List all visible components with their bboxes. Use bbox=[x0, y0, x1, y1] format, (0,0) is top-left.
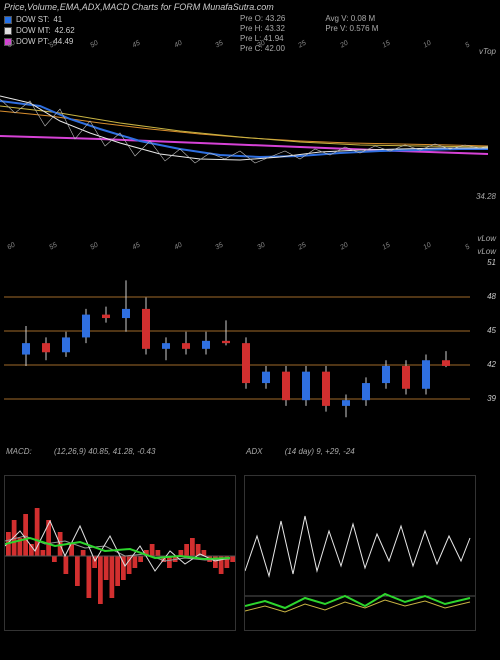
candle-panel: vLow 60555045403530252015105 5148454239 bbox=[0, 253, 500, 433]
macd-svg bbox=[5, 476, 235, 628]
macd-title: MACD: (12,26,9) 40.85, 41.28, -0.43 bbox=[6, 447, 155, 456]
p2-xaxis: 60555045403530252015105 bbox=[8, 245, 470, 252]
legend-st-label: DOW ST: bbox=[16, 15, 49, 24]
pre-open: Pre O: 43.26 bbox=[240, 14, 285, 23]
p1-end-price: 34.28 bbox=[476, 192, 496, 201]
p1-top-label: vTop bbox=[479, 47, 496, 56]
swatch-mt bbox=[4, 27, 12, 35]
p1-low-label: vLow bbox=[477, 234, 496, 243]
legend-mt-value: 42.62 bbox=[55, 26, 75, 35]
adx-chart bbox=[244, 475, 476, 631]
pre-high: Pre H: 43.32 bbox=[240, 24, 285, 33]
adx-title: ADX (14 day) 9, +29, -24 bbox=[246, 447, 355, 456]
avg-vol: Avg V: 0.08 M bbox=[325, 14, 378, 23]
p2-top-label: vLow bbox=[477, 247, 496, 256]
chart-title: Price,Volume,EMA,ADX,MACD Charts for FOR… bbox=[0, 0, 500, 14]
pre-vol: Pre V: 0.576 M bbox=[325, 24, 378, 33]
legend-mt-label: DOW MT: bbox=[16, 26, 51, 35]
adx-svg bbox=[245, 476, 475, 628]
legend-st-value: 41 bbox=[53, 15, 62, 24]
indicator-panel: MACD: (12,26,9) 40.85, 41.28, -0.43 ADX … bbox=[0, 461, 500, 631]
swatch-st bbox=[4, 16, 12, 24]
ema-panel: vTop vLow 34.28 60555045403530252015105 bbox=[0, 51, 500, 241]
ema-svg bbox=[0, 51, 490, 231]
p1-xaxis: 60555045403530252015105 bbox=[8, 43, 470, 50]
macd-chart bbox=[4, 475, 236, 631]
candle-svg bbox=[0, 253, 490, 423]
